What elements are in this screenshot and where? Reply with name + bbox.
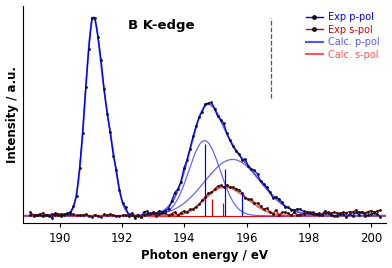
Text: B K-edge: B K-edge bbox=[128, 18, 194, 32]
Exp p-pol bbox=[89, 16, 94, 19]
Line: Exp p-pol: Exp p-pol bbox=[29, 16, 382, 219]
Exp p-pol bbox=[132, 216, 137, 219]
Y-axis label: Intensity / a.u.: Intensity / a.u. bbox=[5, 66, 18, 163]
Exp p-pol bbox=[28, 210, 33, 214]
Exp s-pol bbox=[341, 211, 346, 214]
Exp s-pol bbox=[378, 209, 383, 212]
Exp p-pol bbox=[341, 213, 346, 216]
Exp s-pol bbox=[28, 213, 33, 216]
Exp p-pol bbox=[166, 207, 171, 210]
Line: Exp s-pol: Exp s-pol bbox=[29, 184, 382, 218]
Exp s-pol bbox=[111, 214, 116, 217]
Exp s-pol bbox=[74, 214, 79, 217]
X-axis label: Photon energy / eV: Photon energy / eV bbox=[141, 250, 268, 262]
Exp s-pol bbox=[145, 212, 149, 215]
Legend: Exp p-pol, Exp s-pol, Calc. p-pol, Calc. s-pol: Exp p-pol, Exp s-pol, Calc. p-pol, Calc.… bbox=[304, 10, 381, 62]
Exp s-pol bbox=[99, 215, 103, 218]
Exp p-pol bbox=[111, 154, 116, 157]
Exp s-pol bbox=[163, 212, 168, 215]
Exp s-pol bbox=[246, 198, 250, 201]
Exp p-pol bbox=[246, 164, 250, 168]
Exp p-pol bbox=[378, 215, 383, 218]
Exp p-pol bbox=[148, 213, 152, 216]
Exp s-pol bbox=[225, 183, 229, 187]
Exp p-pol bbox=[74, 194, 79, 197]
